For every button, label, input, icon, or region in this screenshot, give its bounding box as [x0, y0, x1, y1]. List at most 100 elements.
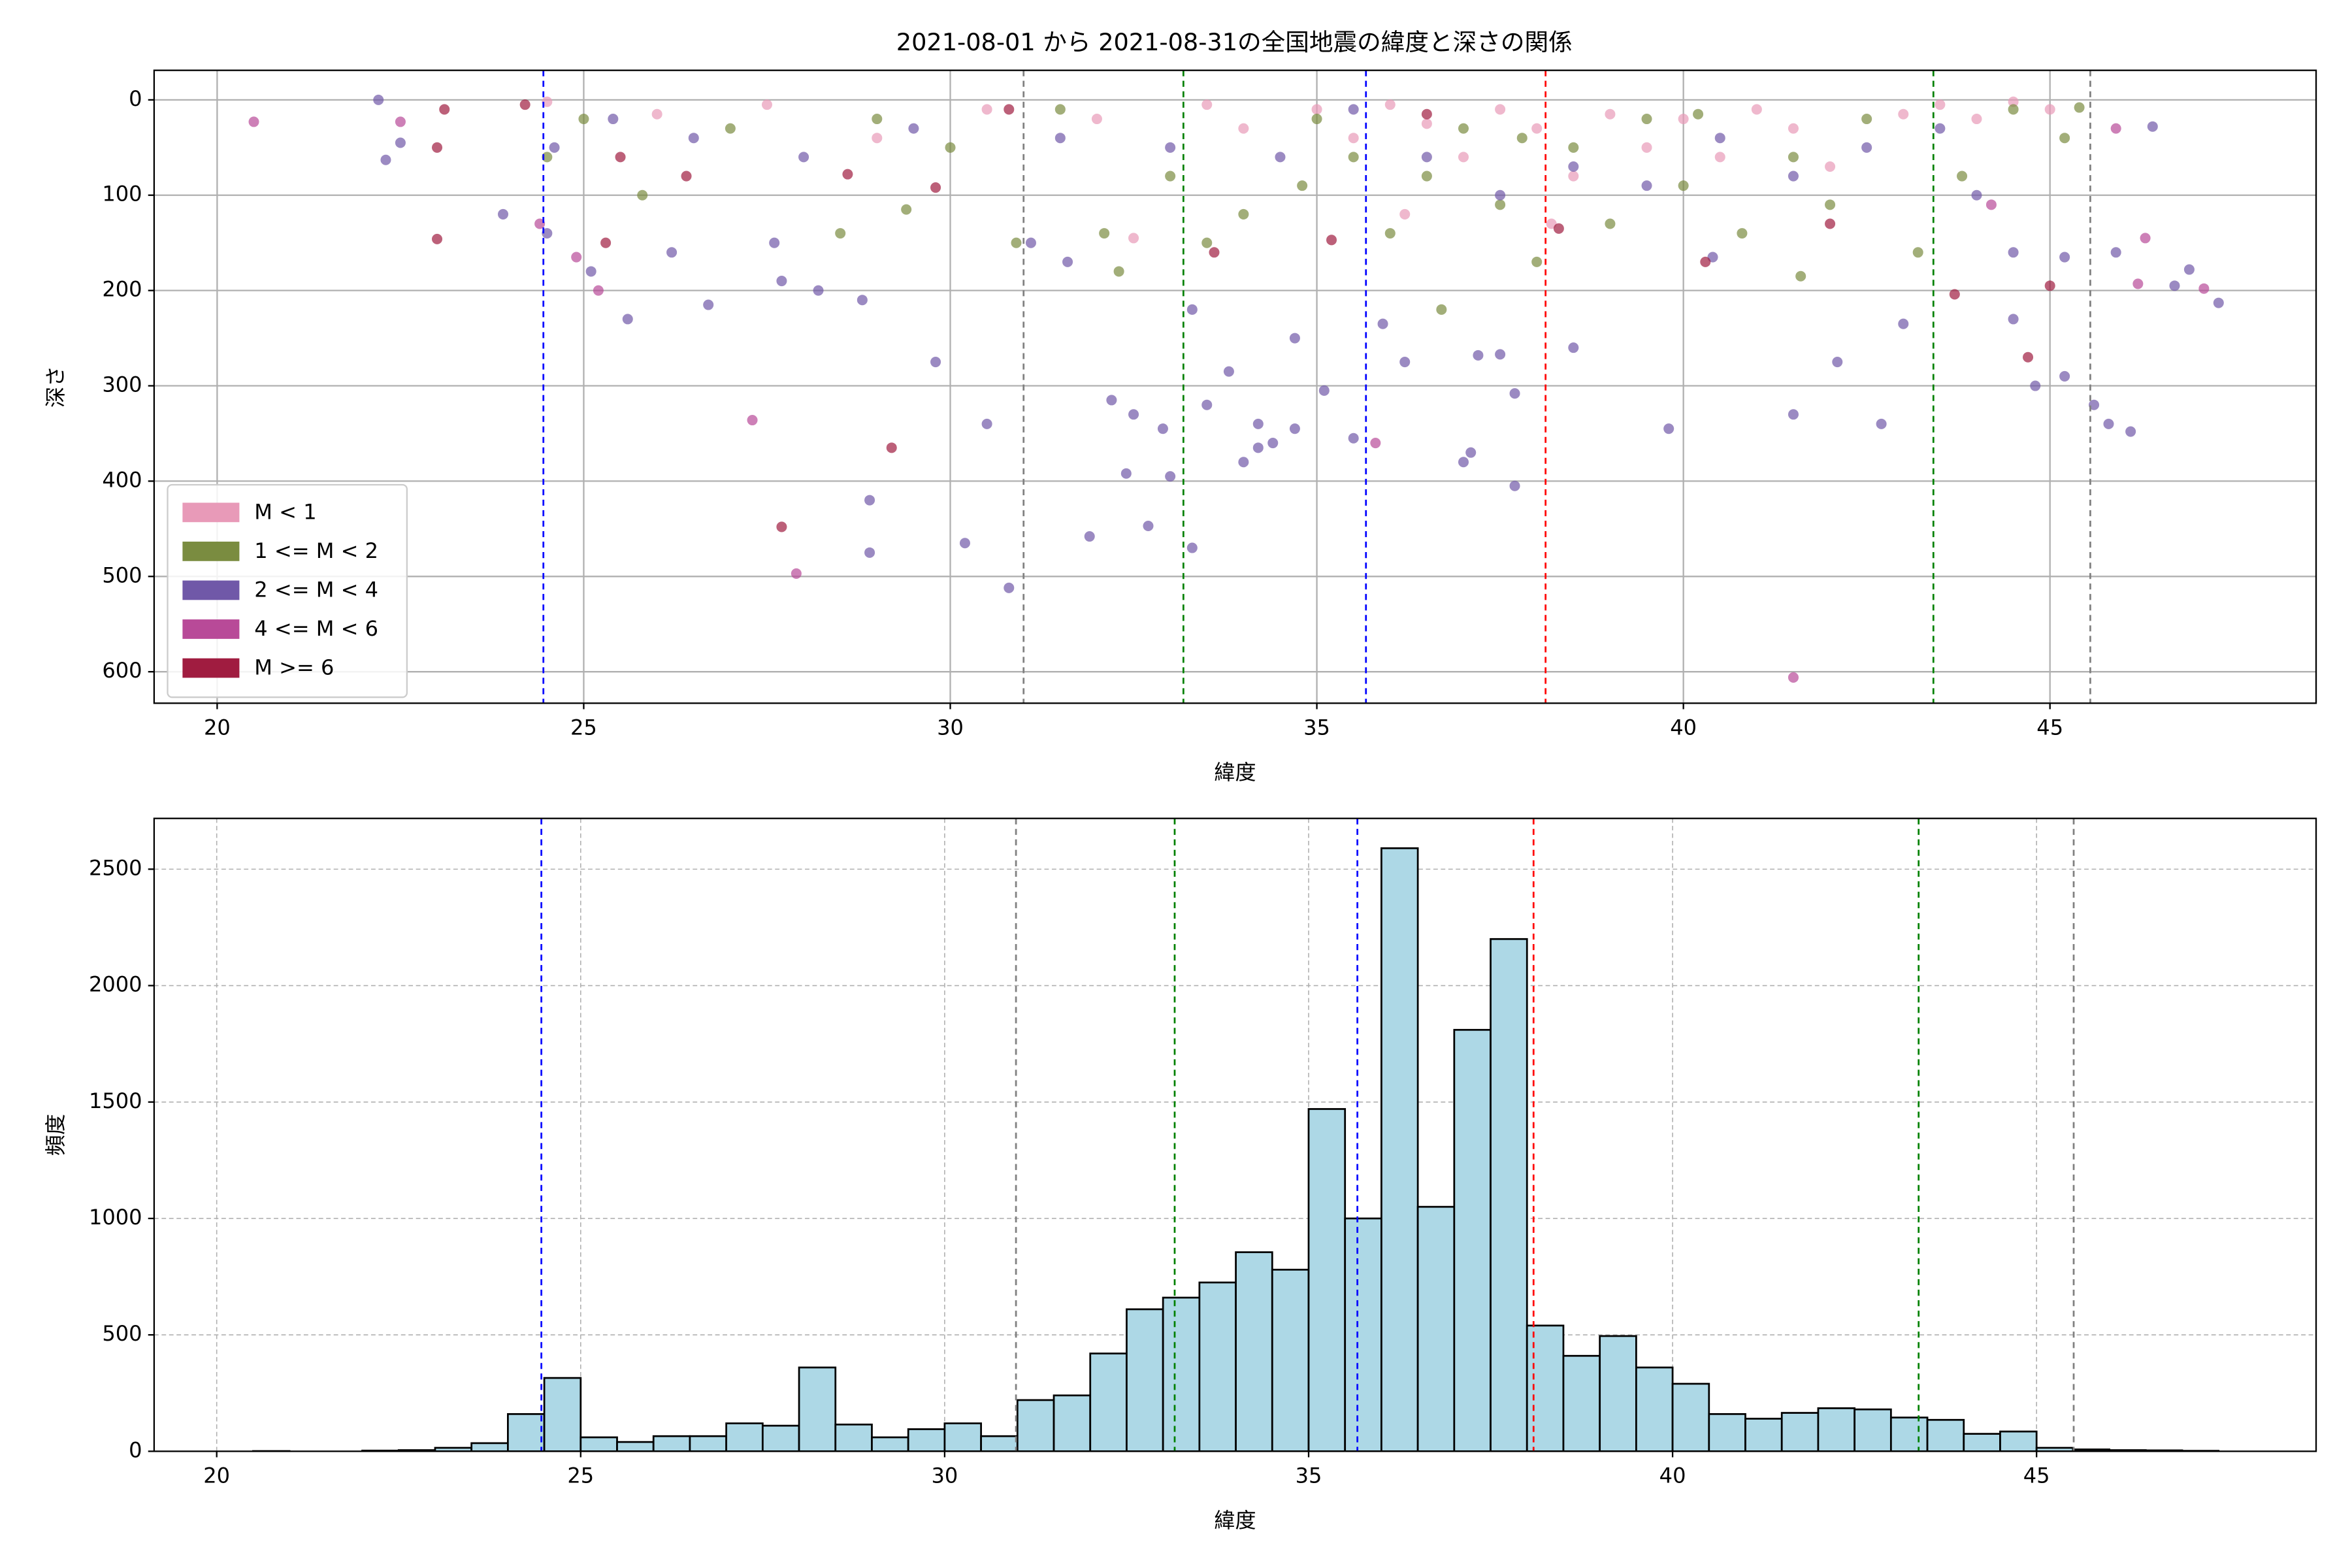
point [497, 208, 509, 220]
point [1186, 542, 1198, 553]
point [1700, 256, 1711, 267]
point [1165, 471, 1176, 482]
point [542, 228, 553, 239]
y-tick-label: 100 [102, 182, 142, 206]
point [1568, 171, 1579, 182]
point [1788, 152, 1799, 163]
point [542, 96, 553, 107]
point [901, 204, 912, 215]
point [1143, 520, 1154, 531]
y-tick-label: 600 [102, 658, 142, 683]
legend-swatch [182, 658, 240, 678]
x-tick-label: 20 [203, 1463, 230, 1488]
point [1186, 304, 1198, 315]
bar [1416, 1205, 1456, 1452]
point [1495, 349, 1506, 360]
point [1985, 199, 1997, 210]
point [1384, 99, 1396, 110]
x-tick-label: 45 [2036, 715, 2063, 740]
point [373, 94, 384, 105]
point [1641, 180, 1652, 191]
point [2169, 280, 2180, 291]
x-axis-label: 緯度 [1214, 1508, 1256, 1533]
point [1714, 152, 1725, 163]
point [1238, 208, 1249, 220]
bar [1453, 1028, 1492, 1452]
point [1238, 457, 1249, 468]
point [945, 142, 956, 153]
point [432, 233, 443, 244]
point [1788, 123, 1799, 134]
point [1091, 114, 1102, 125]
point [1311, 104, 1322, 115]
point [1377, 318, 1388, 329]
y-axis-label: 深さ [43, 366, 68, 408]
legend-box [167, 483, 408, 698]
point [1128, 233, 1139, 244]
point [2023, 351, 2034, 363]
point [1825, 218, 1836, 229]
bar [1490, 938, 1528, 1452]
point [666, 247, 678, 258]
bar [580, 1436, 618, 1452]
point [908, 123, 919, 134]
bar [1708, 1413, 1746, 1452]
bar [543, 1377, 582, 1452]
point [2125, 426, 2136, 437]
point [1348, 133, 1359, 144]
point [1399, 357, 1411, 368]
bar [1635, 1366, 1674, 1452]
point [1788, 672, 1799, 683]
point [791, 568, 802, 579]
point [1025, 237, 1036, 248]
point [1788, 171, 1799, 182]
point [1348, 104, 1359, 115]
point [1568, 142, 1579, 153]
bar [871, 1436, 909, 1452]
point [380, 154, 391, 165]
point [864, 547, 875, 558]
point [2059, 370, 2070, 382]
legend-swatch [182, 502, 240, 523]
point [1201, 237, 1213, 248]
point [1458, 457, 1469, 468]
x-tick-label: 20 [204, 715, 231, 740]
point [1157, 423, 1168, 434]
point [1311, 114, 1322, 125]
x-tick-label: 35 [1296, 1463, 1322, 1488]
bar [1016, 1399, 1055, 1452]
point [2074, 102, 2085, 113]
point [1531, 123, 1543, 134]
point [688, 133, 699, 144]
point [1641, 114, 1652, 125]
point [1384, 228, 1396, 239]
bar [616, 1441, 655, 1452]
point [1054, 104, 1066, 115]
point [2030, 380, 2041, 391]
point [1568, 161, 1579, 172]
bar [1926, 1418, 1965, 1452]
bar [1162, 1296, 1201, 1452]
x-tick-label: 35 [1303, 715, 1330, 740]
bar [1089, 1352, 1128, 1452]
point [2103, 418, 2114, 429]
legend-label: M >= 6 [254, 655, 334, 680]
point [2059, 133, 2070, 144]
point [1531, 256, 1543, 267]
bar [1780, 1412, 1820, 1452]
point [1436, 304, 1447, 315]
point [622, 314, 633, 325]
point [1128, 409, 1139, 420]
point [1062, 256, 1073, 267]
point [1509, 480, 1520, 491]
point [769, 237, 780, 248]
bar [907, 1428, 946, 1452]
point [637, 189, 648, 201]
point [2132, 278, 2144, 289]
point [1289, 333, 1300, 344]
bar [725, 1422, 764, 1452]
bar [1344, 1217, 1382, 1452]
point [872, 114, 883, 125]
point [1084, 531, 1095, 542]
